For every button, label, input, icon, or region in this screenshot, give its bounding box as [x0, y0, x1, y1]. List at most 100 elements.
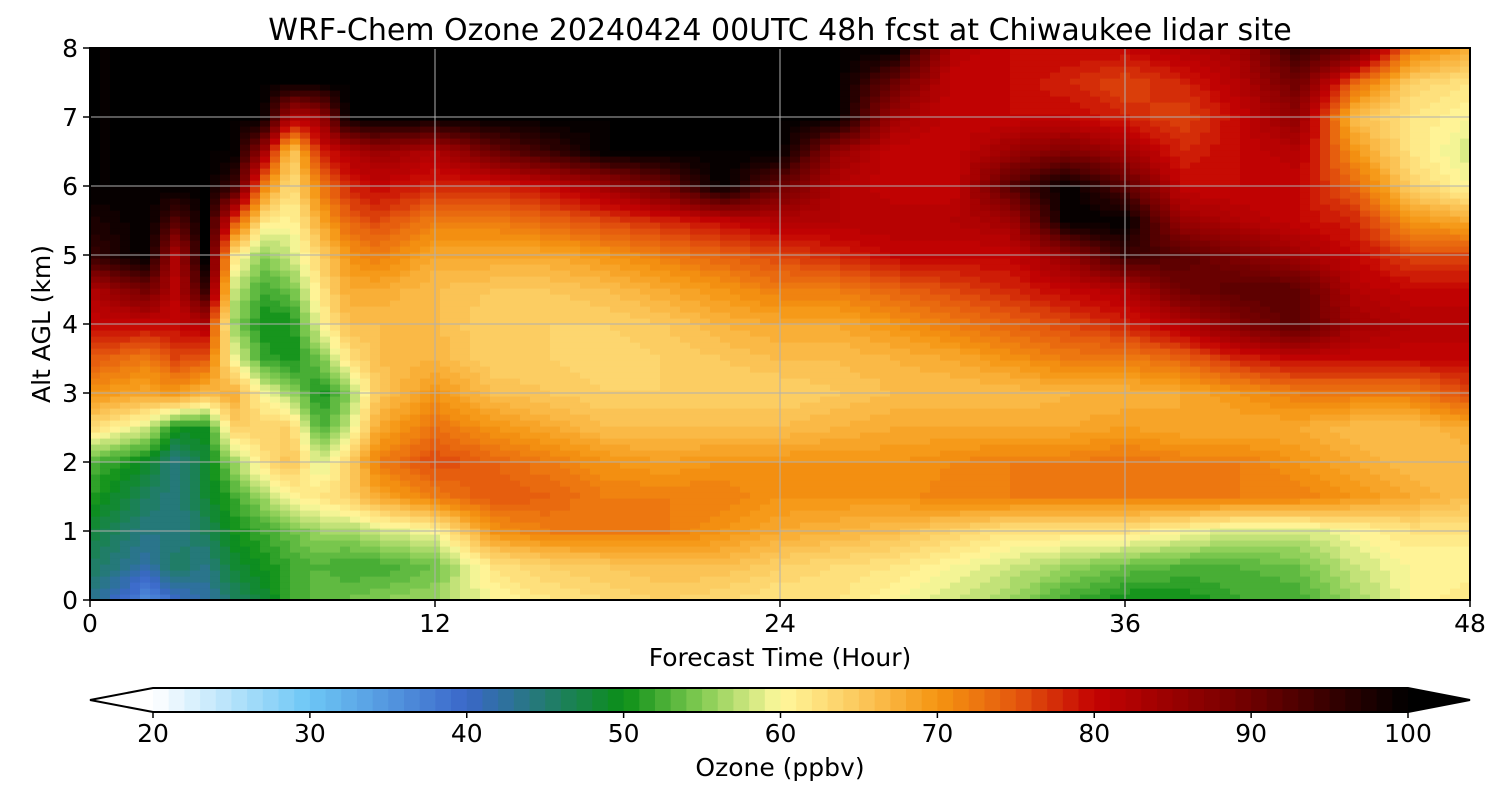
heatmap-cell — [210, 186, 221, 193]
heatmap-cell — [610, 372, 621, 379]
heatmap-cell — [380, 156, 391, 163]
heatmap-cell — [120, 162, 131, 169]
heatmap-cell — [560, 198, 571, 205]
heatmap-cell — [240, 84, 251, 91]
heatmap-cell — [600, 522, 611, 529]
heatmap-cell — [280, 306, 291, 313]
heatmap-cell — [330, 534, 341, 541]
heatmap-cell — [630, 426, 641, 433]
heatmap-cell — [450, 462, 461, 469]
heatmap-cell — [280, 522, 291, 529]
heatmap-cell — [330, 438, 341, 445]
heatmap-cell — [200, 234, 211, 241]
heatmap-cell — [550, 192, 561, 199]
heatmap-cell — [420, 216, 431, 223]
heatmap-cell — [290, 228, 301, 235]
heatmap-cell — [510, 576, 521, 583]
heatmap-cell — [390, 168, 401, 175]
heatmap-cell — [400, 330, 411, 337]
heatmap-cell — [160, 102, 171, 109]
heatmap-cell — [500, 192, 511, 199]
heatmap-cell — [580, 264, 591, 271]
heatmap-cell — [130, 120, 141, 127]
heatmap-cell — [300, 66, 311, 73]
heatmap-cell — [560, 120, 571, 127]
heatmap-cell — [420, 576, 431, 583]
heatmap-cell — [190, 162, 201, 169]
heatmap-cell — [350, 84, 361, 91]
heatmap-cell — [350, 90, 361, 97]
heatmap-cell — [440, 132, 451, 139]
heatmap-cell — [240, 312, 251, 319]
heatmap-cell — [140, 570, 151, 577]
heatmap-cell — [150, 60, 161, 67]
heatmap-cell — [490, 324, 501, 331]
heatmap-cell — [300, 234, 311, 241]
heatmap-cell — [280, 546, 291, 553]
heatmap-cell — [620, 486, 631, 493]
heatmap-cell — [280, 90, 291, 97]
heatmap-cell — [380, 546, 391, 553]
heatmap-cell — [600, 306, 611, 313]
heatmap-cell — [360, 276, 371, 283]
heatmap-cell — [560, 342, 571, 349]
heatmap-cell — [270, 168, 281, 175]
heatmap-cell — [150, 396, 161, 403]
heatmap-cell — [390, 510, 401, 517]
heatmap-cell — [530, 516, 541, 523]
heatmap-cell — [470, 582, 481, 589]
heatmap-cell — [580, 312, 591, 319]
heatmap-cell — [540, 558, 551, 565]
heatmap-cell — [260, 264, 271, 271]
heatmap-cell — [400, 582, 411, 589]
heatmap-cell — [370, 270, 381, 277]
heatmap-cell — [540, 408, 551, 415]
heatmap-cell — [570, 330, 581, 337]
heatmap-cell — [420, 534, 431, 541]
heatmap-cell — [530, 132, 541, 139]
heatmap-cell — [140, 240, 151, 247]
heatmap-cell — [370, 354, 381, 361]
heatmap-cell — [560, 276, 571, 283]
heatmap-cell — [460, 162, 471, 169]
heatmap-cell — [490, 306, 501, 313]
heatmap-cell — [210, 492, 221, 499]
heatmap-cell — [200, 156, 211, 163]
heatmap-cell — [600, 474, 611, 481]
heatmap-cell — [610, 396, 621, 403]
heatmap-cell — [370, 240, 381, 247]
heatmap-cell — [560, 582, 571, 589]
heatmap-cell — [620, 360, 631, 367]
heatmap-cell — [500, 60, 511, 67]
heatmap-cell — [270, 402, 281, 409]
heatmap-cell — [450, 564, 461, 571]
heatmap-cell — [440, 72, 451, 79]
heatmap-cell — [270, 192, 281, 199]
heatmap-cell — [340, 492, 351, 499]
heatmap-cell — [160, 216, 171, 223]
heatmap-cell — [170, 336, 181, 343]
heatmap-cell — [140, 342, 151, 349]
heatmap-cell — [380, 174, 391, 181]
heatmap-cell — [210, 324, 221, 331]
heatmap-cell — [220, 222, 231, 229]
heatmap-cell — [380, 204, 391, 211]
heatmap-cell — [100, 216, 111, 223]
heatmap-cell — [560, 576, 571, 583]
heatmap-cell — [260, 108, 271, 115]
heatmap-cell — [610, 234, 621, 241]
heatmap-cell — [560, 402, 571, 409]
heatmap-cell — [170, 132, 181, 139]
heatmap-cell — [570, 414, 581, 421]
heatmap-cell — [630, 498, 641, 505]
heatmap-cell — [510, 558, 521, 565]
heatmap-cell — [270, 354, 281, 361]
heatmap-cell — [260, 588, 271, 595]
heatmap-cell — [440, 366, 451, 373]
heatmap-cell — [420, 204, 431, 211]
heatmap-cell — [160, 516, 171, 523]
heatmap-cell — [550, 408, 561, 415]
heatmap-cell — [100, 282, 111, 289]
heatmap-cell — [420, 156, 431, 163]
heatmap-cell — [410, 120, 421, 127]
